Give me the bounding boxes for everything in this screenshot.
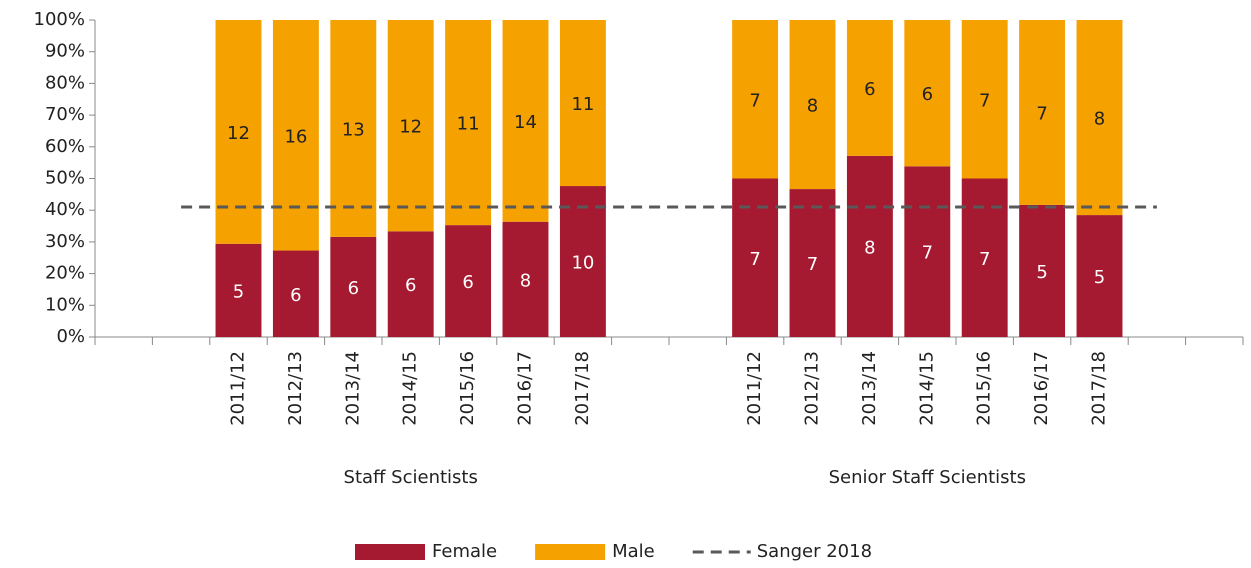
bar-segment	[387, 20, 434, 232]
data-label: 11	[457, 114, 480, 135]
y-tick-label: 100%	[34, 9, 85, 30]
data-label: 7	[922, 243, 933, 264]
y-tick-label: 30%	[45, 231, 85, 252]
y-tick-label: 20%	[45, 263, 85, 284]
x-tick-label: 2017/18	[1089, 351, 1110, 426]
legend-label: Male	[612, 541, 655, 562]
data-label: 7	[749, 90, 760, 111]
data-label: 10	[571, 253, 594, 274]
bar-segment	[1019, 204, 1066, 337]
y-tick-label: 10%	[45, 294, 85, 315]
bar-segment	[272, 250, 319, 337]
data-label: 7	[807, 254, 818, 275]
data-label: 8	[1094, 109, 1105, 130]
x-tick-label: 2011/12	[228, 351, 249, 426]
legend-swatch	[355, 544, 425, 560]
data-label: 14	[514, 112, 537, 133]
data-label: 5	[1036, 262, 1047, 283]
data-label: 7	[749, 249, 760, 270]
data-label: 5	[233, 281, 244, 302]
bar-segment	[846, 155, 893, 337]
bar-segment	[732, 20, 779, 179]
data-label: 6	[348, 278, 359, 299]
data-label: 6	[405, 275, 416, 296]
data-label: 7	[979, 249, 990, 270]
y-tick-label: 60%	[45, 136, 85, 157]
legend-swatch	[535, 544, 606, 560]
data-label: 8	[520, 270, 531, 291]
data-label: 8	[864, 237, 875, 258]
y-tick-label: 40%	[45, 199, 85, 220]
bar-segment	[904, 20, 951, 167]
y-tick-label: 80%	[45, 72, 85, 93]
bar-segment	[846, 20, 893, 156]
x-tick-label: 2012/13	[285, 351, 306, 426]
y-tick-label: 50%	[45, 168, 85, 189]
y-tick-label: 90%	[45, 41, 85, 62]
bar-segment	[272, 20, 319, 251]
x-tick-label: 2015/16	[457, 351, 478, 426]
data-label: 5	[1094, 267, 1105, 288]
x-tick-label: 2017/18	[572, 351, 593, 426]
x-tick-label: 2011/12	[744, 351, 765, 426]
bar-segment	[559, 20, 606, 187]
bar-segment	[961, 178, 1008, 337]
bar-segment	[904, 166, 951, 337]
legend-label: Female	[432, 541, 497, 562]
bar-segment	[330, 20, 377, 237]
data-label: 8	[807, 96, 818, 117]
data-label: 12	[399, 117, 422, 138]
bar-segment	[961, 20, 1008, 179]
data-label: 6	[462, 272, 473, 293]
bar-segment	[1019, 20, 1066, 205]
x-tick-label: 2014/15	[916, 351, 937, 426]
bar-segment	[387, 231, 434, 337]
bar-segment	[445, 20, 492, 226]
x-tick-label: 2016/17	[1031, 351, 1052, 426]
data-label: 6	[864, 79, 875, 100]
bar-segment	[789, 20, 836, 190]
data-label: 12	[227, 123, 250, 144]
data-label: 13	[342, 119, 365, 140]
x-tick-label: 2016/17	[515, 351, 536, 426]
x-tick-label: 2013/14	[342, 351, 363, 426]
bar-segment	[1076, 20, 1123, 216]
bar-segment	[1076, 215, 1123, 337]
data-label: 7	[979, 90, 990, 111]
group-label: Senior Staff Scientists	[829, 467, 1026, 488]
bar-segment	[559, 186, 606, 337]
bar-segment	[215, 243, 262, 337]
y-tick-label: 0%	[56, 326, 85, 347]
data-label: 6	[922, 84, 933, 105]
x-tick-label: 2012/13	[802, 351, 823, 426]
y-tick-label: 70%	[45, 104, 85, 125]
group-label: Staff Scientists	[344, 467, 478, 488]
bar-segment	[330, 236, 377, 337]
data-label: 11	[571, 94, 594, 115]
bar-segment	[445, 225, 492, 337]
x-tick-label: 2013/14	[859, 351, 880, 426]
legend-label: Sanger 2018	[757, 541, 872, 562]
data-label: 16	[284, 126, 307, 147]
bar-segment	[789, 189, 836, 337]
x-tick-label: 2014/15	[400, 351, 421, 426]
data-label: 7	[1036, 103, 1047, 124]
bar-segment	[502, 221, 549, 337]
data-label: 6	[290, 285, 301, 306]
bar-segment	[502, 20, 549, 222]
bar-segment	[732, 178, 779, 337]
x-tick-label: 2015/16	[974, 351, 995, 426]
